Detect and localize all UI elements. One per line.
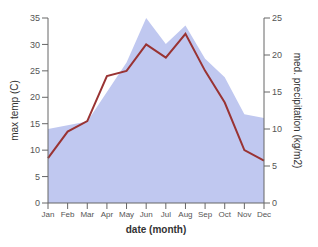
- svg-text:Oct: Oct: [219, 210, 232, 219]
- svg-text:Jun: Jun: [140, 210, 153, 219]
- svg-text:10: 10: [30, 145, 40, 155]
- svg-text:Dec: Dec: [257, 210, 271, 219]
- svg-text:Nov: Nov: [237, 210, 251, 219]
- svg-text:0: 0: [272, 198, 277, 208]
- svg-text:Jan: Jan: [42, 210, 55, 219]
- svg-text:15: 15: [272, 87, 282, 97]
- svg-text:Aug: Aug: [178, 210, 192, 219]
- svg-text:0: 0: [35, 198, 40, 208]
- svg-text:30: 30: [30, 40, 40, 50]
- svg-text:Mar: Mar: [80, 210, 94, 219]
- svg-text:med. precipitation (kg/m2): med. precipitation (kg/m2): [292, 53, 303, 169]
- svg-text:Feb: Feb: [61, 210, 75, 219]
- svg-text:max temp (C): max temp (C): [9, 80, 20, 141]
- svg-text:Sep: Sep: [198, 210, 213, 219]
- svg-text:25: 25: [30, 66, 40, 76]
- svg-text:date (month): date (month): [126, 224, 187, 235]
- svg-text:10: 10: [272, 124, 282, 134]
- svg-text:35: 35: [30, 13, 40, 23]
- svg-text:25: 25: [272, 13, 282, 23]
- svg-text:May: May: [119, 210, 134, 219]
- svg-text:5: 5: [35, 172, 40, 182]
- svg-text:5: 5: [272, 161, 277, 171]
- svg-text:20: 20: [30, 92, 40, 102]
- svg-text:Apr: Apr: [101, 210, 114, 219]
- svg-text:Jul: Jul: [161, 210, 171, 219]
- svg-text:15: 15: [30, 119, 40, 129]
- svg-text:20: 20: [272, 50, 282, 60]
